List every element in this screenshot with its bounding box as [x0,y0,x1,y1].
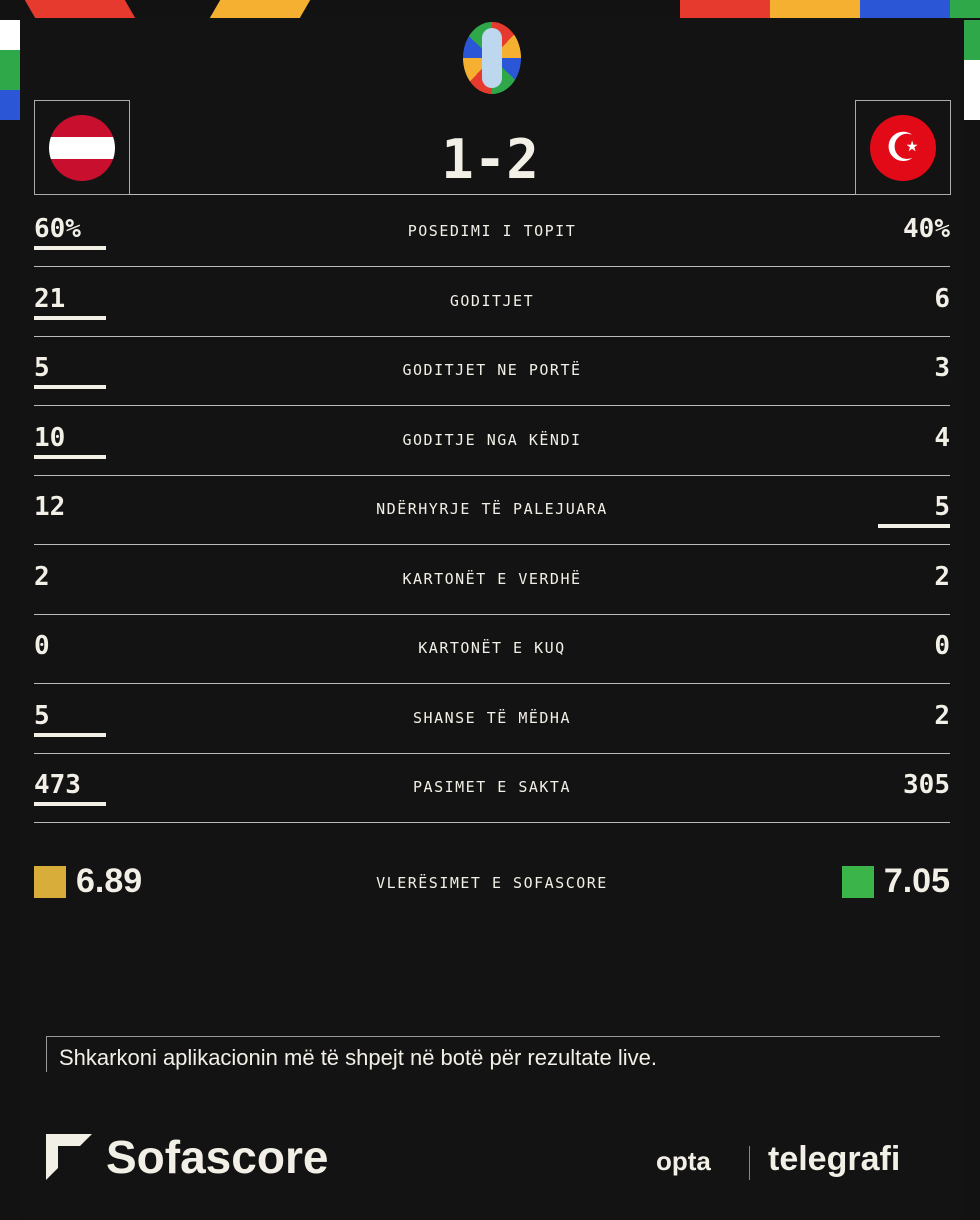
rating-label: VLERËSIMET E SOFASCORE [376,874,608,892]
home-value: 0 [34,631,50,661]
leader-bar [34,315,106,320]
away-value: 305 [903,770,950,800]
away-value: 2 [934,561,950,592]
decor-stripe [24,0,136,18]
stat-row: 2 KARTONËT E VERDHË 2 [34,562,950,602]
away-value: 2 [934,700,950,731]
stat-row: 60% POSEDIMI I TOPIT 40% [34,214,950,254]
sofascore-logo: Sofascore [46,1130,328,1184]
away-team-badge: ☪ [855,100,951,195]
stat-label: GODITJET NE PORTË [402,361,582,379]
away-value: 0 [934,631,950,661]
turkey-flag-icon: ☪ [870,115,936,181]
leader-bar [34,454,106,459]
divider [34,752,950,754]
decor-stripe [0,20,20,120]
stat-row: 5 SHANSE TË MËDHA 2 [34,701,950,741]
home-value: 60% [34,214,81,244]
stat-label: PASIMET E SAKTA [413,778,571,796]
decor-stripe [964,20,980,120]
divider [749,1146,750,1180]
divider [34,335,950,337]
austria-flag-icon [49,115,115,181]
leader-bar [878,524,950,528]
divider [34,822,950,823]
divider [34,405,950,406]
stat-row: 5 GODITJET NE PORTË 3 [34,353,950,393]
stat-row: 12 NDËRHYRJE TË PALEJUARA 5 [34,492,950,532]
divider [34,683,950,684]
away-value: 40% [903,214,950,244]
leader-bar [34,246,106,250]
stat-label: KARTONËT E KUQ [418,639,566,657]
opta-logo: opta [656,1146,711,1176]
stat-row: 21 GODITJET 6 [34,284,950,324]
brand-name: Sofascore [106,1131,329,1183]
divider [130,194,855,195]
home-value: 2 [34,561,50,592]
divider [34,544,950,545]
telegrafi-logo: telegrafi [768,1140,901,1178]
home-rating-value: 6.89 [76,862,143,900]
leader-bar [34,385,106,389]
away-value: 3 [934,353,950,383]
app-download-cta: Shkarkoni aplikacionin më të shpejt në b… [46,1036,940,1072]
home-value: 12 [34,492,66,522]
decor-stripe [680,0,980,18]
card [20,18,964,1220]
stat-row: 0 KARTONËT E KUQ 0 [34,631,950,671]
stat-label: KARTONËT E VERDHË [402,569,582,588]
stat-label: NDËRHYRJE TË PALEJUARA [376,500,608,518]
home-rating: 6.89 [34,862,142,901]
stat-label: POSEDIMI I TOPIT [407,222,577,240]
rating-color-square [34,865,66,898]
away-rating: 7.05 [841,862,950,901]
leader-bar [34,802,106,806]
stat-label: GODITJE NGA KËNDI [402,430,582,449]
home-value: 21 [34,283,66,314]
match-score: 1-2 [441,128,539,191]
decor-stripe [209,0,311,18]
divider [34,613,950,615]
divider [34,266,950,267]
stat-label: GODITJET [449,291,535,310]
euro-trophy-logo [463,22,521,94]
home-value: 5 [34,700,50,731]
divider [34,474,950,476]
stat-row: 10 GODITJE NGA KËNDI 4 [34,423,950,463]
home-value: 5 [34,353,50,383]
away-value: 6 [934,283,950,314]
home-team-badge [34,100,130,195]
sofascore-mark-icon [46,1134,92,1180]
home-value: 10 [34,422,66,453]
stat-label: SHANSE TË MËDHA [413,708,571,727]
away-rating-value: 7.05 [883,862,950,900]
away-value: 4 [934,422,950,453]
leader-bar [34,732,106,737]
rating-color-square [841,865,874,898]
away-value: 5 [934,492,950,522]
home-value: 473 [34,770,81,800]
stat-row: 473 PASIMET E SAKTA 305 [34,770,950,810]
